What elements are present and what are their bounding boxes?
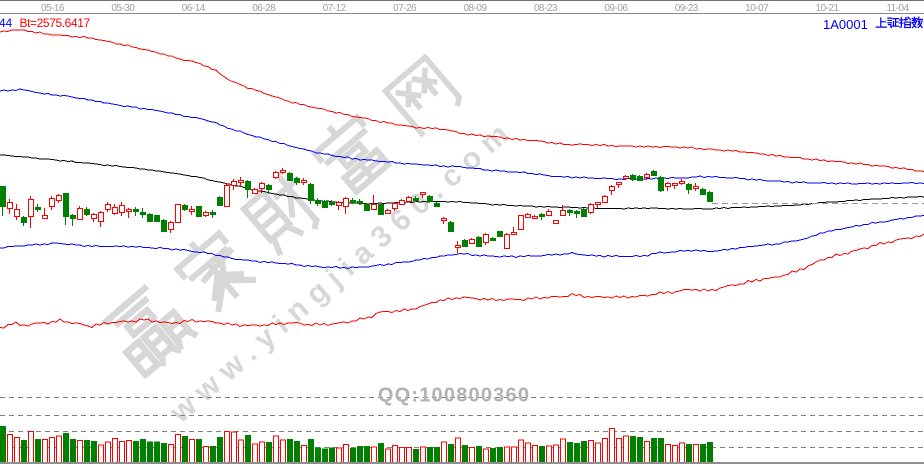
svg-text:QQ:100800360: QQ:100800360 [378, 385, 530, 407]
svg-text:09-23: 09-23 [675, 3, 699, 14]
svg-text:06-14: 06-14 [182, 3, 206, 14]
svg-text:07-26: 07-26 [393, 3, 417, 14]
svg-text:10-21: 10-21 [816, 3, 840, 14]
svg-text:08-23: 08-23 [534, 3, 558, 14]
svg-text:05-30: 05-30 [111, 3, 135, 14]
svg-text:07-12: 07-12 [323, 3, 347, 14]
svg-text:44: 44 [0, 16, 12, 30]
svg-text:09-06: 09-06 [604, 3, 628, 14]
svg-text:11-04: 11-04 [886, 3, 909, 14]
svg-text:Bt=2575.6417: Bt=2575.6417 [20, 16, 91, 30]
svg-text:10-07: 10-07 [745, 3, 769, 14]
svg-text:06-28: 06-28 [252, 3, 276, 14]
svg-text:08-09: 08-09 [463, 3, 487, 14]
svg-text:05-16: 05-16 [41, 3, 65, 14]
svg-text:1A0001: 1A0001 [823, 17, 868, 32]
